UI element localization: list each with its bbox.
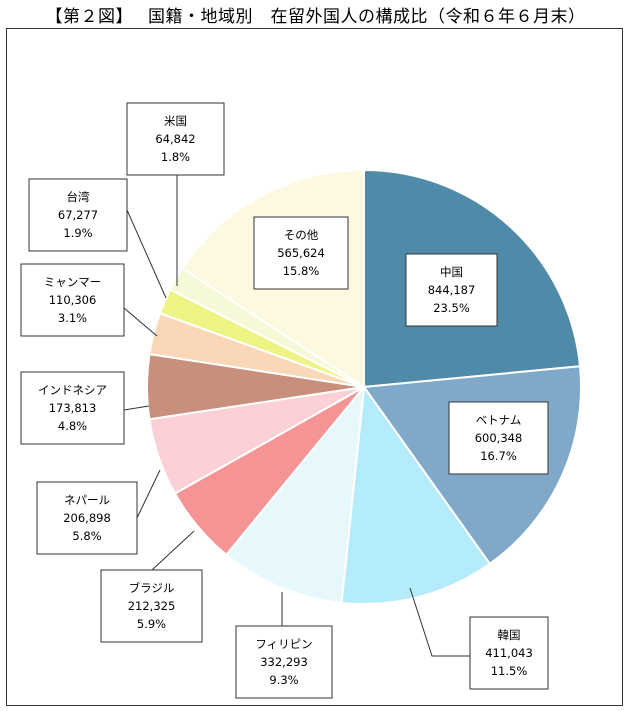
label-count: 64,842 bbox=[155, 132, 195, 146]
label-box bbox=[20, 371, 125, 445]
label-box bbox=[100, 569, 203, 643]
label-percent: 15.8% bbox=[283, 264, 320, 278]
label-count: 332,293 bbox=[260, 655, 308, 669]
label-percent: 1.9% bbox=[63, 226, 92, 240]
slice-label-9: 台湾 67,277 1.9% bbox=[28, 178, 128, 252]
label-percent: 23.5% bbox=[433, 301, 470, 315]
slice-label-2: ベトナム 600,348 16.7% bbox=[448, 401, 549, 475]
chart-title: 【第２図】 国籍・地域別 在留外国人の構成比（令和６年６月末） bbox=[45, 7, 586, 27]
label-count: 206,898 bbox=[63, 511, 111, 525]
leader-line-9 bbox=[126, 209, 167, 299]
label-name: フィリピン bbox=[255, 637, 312, 651]
leader-line-7 bbox=[123, 405, 150, 411]
label-name: 韓国 bbox=[498, 628, 521, 642]
leader-line-8 bbox=[123, 307, 158, 337]
leader-line-6 bbox=[136, 469, 161, 519]
label-percent: 11.5% bbox=[491, 664, 528, 678]
slice-label-4: フィリピン 332,293 9.3% bbox=[235, 625, 333, 699]
label-percent: 1.8% bbox=[161, 150, 190, 164]
label-box bbox=[126, 102, 225, 176]
label-name: 台湾 bbox=[67, 190, 90, 204]
label-count: 844,187 bbox=[428, 283, 476, 297]
label-count: 67,277 bbox=[58, 208, 98, 222]
slice-label-5: ブラジル 212,325 5.9% bbox=[100, 569, 203, 643]
leader-line-3 bbox=[409, 587, 470, 657]
label-name: インドネシア bbox=[38, 383, 107, 397]
label-name: 中国 bbox=[440, 265, 463, 279]
label-count: 411,043 bbox=[485, 646, 533, 660]
label-box bbox=[28, 178, 128, 252]
slice-label-6: ネパール 206,898 5.8% bbox=[36, 481, 138, 555]
label-percent: 16.7% bbox=[480, 449, 517, 463]
label-percent: 9.3% bbox=[269, 673, 298, 687]
label-box bbox=[469, 616, 549, 690]
label-count: 565,624 bbox=[277, 246, 325, 260]
label-box bbox=[448, 401, 549, 475]
label-percent: 3.1% bbox=[58, 311, 87, 325]
label-count: 212,325 bbox=[128, 599, 176, 613]
label-name: ミャンマー bbox=[44, 275, 102, 289]
label-count: 173,813 bbox=[49, 401, 97, 415]
pie-slice-3 bbox=[340, 384, 492, 605]
label-name: 米国 bbox=[164, 114, 187, 128]
label-count: 110,306 bbox=[49, 293, 97, 307]
label-name: ベトナム bbox=[476, 413, 522, 427]
label-box bbox=[36, 481, 138, 555]
slice-label-8: ミャンマー 110,306 3.1% bbox=[20, 263, 125, 337]
slice-label-7: インドネシア 173,813 4.8% bbox=[20, 371, 125, 445]
label-box bbox=[20, 263, 125, 337]
slice-label-11: その他 565,624 15.8% bbox=[253, 216, 349, 290]
slice-label-3: 韓国 411,043 11.5% bbox=[469, 616, 549, 690]
label-name: ネパール bbox=[64, 493, 110, 507]
label-name: その他 bbox=[284, 228, 319, 242]
label-box bbox=[235, 625, 333, 699]
chart-frame bbox=[6, 28, 623, 706]
label-percent: 5.9% bbox=[137, 617, 166, 631]
label-name: ブラジル bbox=[129, 581, 175, 595]
label-box bbox=[405, 253, 498, 327]
slice-label-1: 中国 844,187 23.5% bbox=[405, 253, 498, 327]
label-percent: 4.8% bbox=[58, 419, 87, 433]
label-percent: 5.8% bbox=[72, 529, 101, 543]
leader-line-5 bbox=[151, 530, 195, 571]
slice-label-10: 米国 64,842 1.8% bbox=[126, 102, 225, 176]
label-box bbox=[253, 216, 349, 290]
pie-slice-4 bbox=[224, 383, 366, 604]
label-count: 600,348 bbox=[475, 431, 523, 445]
